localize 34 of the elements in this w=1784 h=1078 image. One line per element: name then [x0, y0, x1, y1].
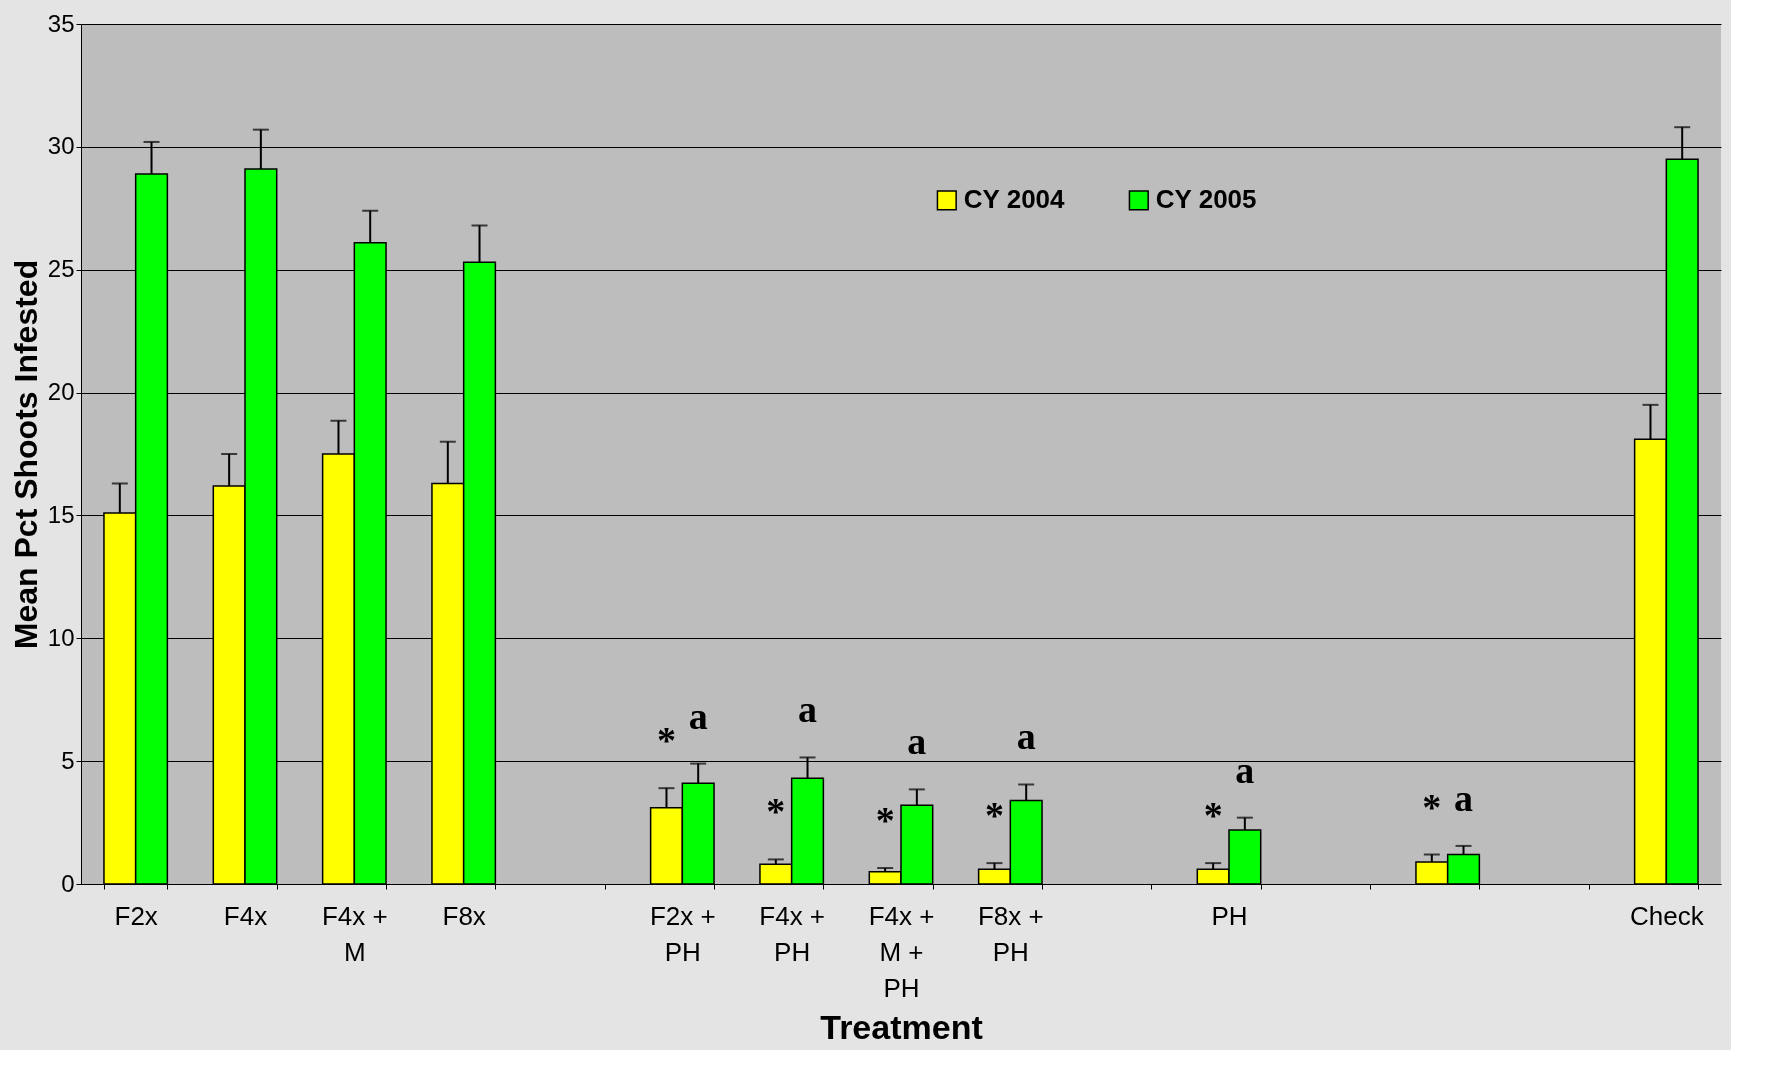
x-tick-label: F2x [114, 900, 158, 931]
data-label: a [1235, 748, 1255, 791]
y-tick-label: 10 [47, 623, 75, 651]
data-label: a [798, 688, 818, 731]
data-label: a [907, 720, 927, 763]
y-axis-title: Mean Pct Shoots Infested [7, 259, 44, 650]
data-label: * [656, 719, 676, 762]
x-tick-label: Check [1629, 900, 1705, 931]
x-tick-label: F2x + PH [649, 900, 716, 967]
data-label: * [875, 799, 895, 842]
y-tick-label: 25 [47, 255, 75, 283]
legend-label: CY 2004 [963, 184, 1066, 215]
y-tick-label: 30 [47, 132, 75, 160]
x-tick-label: F4x + PH [759, 900, 826, 967]
data-label: * [984, 794, 1004, 837]
x-tick-label: F8x + PH [977, 900, 1044, 967]
x-tick-label: F4x + M [321, 900, 388, 967]
legend-label: CY 2005 [1155, 184, 1257, 215]
data-label: a [1454, 776, 1474, 819]
data-label: a [1016, 715, 1036, 758]
data-label: * [1422, 785, 1442, 828]
x-axis-title: Treatment [820, 1007, 983, 1046]
x-tick-label: PH [1211, 900, 1248, 931]
y-tick-label: 15 [47, 500, 75, 528]
y-tick-label: 20 [47, 378, 75, 406]
data-label: * [766, 790, 786, 833]
data-label: * [1203, 794, 1223, 837]
y-tick-label: 35 [47, 9, 75, 37]
data-label: a [688, 694, 708, 737]
x-tick-label: F8x [442, 900, 486, 931]
x-tick-label: F4x [223, 900, 268, 931]
y-tick-label: 0 [61, 869, 75, 897]
x-tick-label: F4x + M + PH [868, 900, 935, 1003]
y-tick-label: 5 [61, 746, 75, 774]
